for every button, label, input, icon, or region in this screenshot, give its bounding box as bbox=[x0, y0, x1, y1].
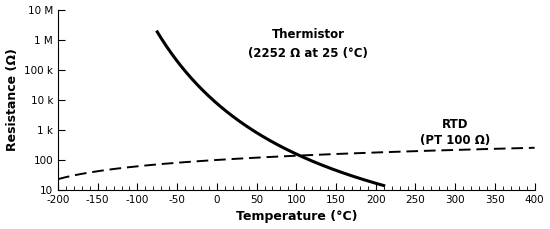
Text: (PT 100 Ω): (PT 100 Ω) bbox=[420, 134, 490, 147]
Text: (2252 Ω at 25 (°C): (2252 Ω at 25 (°C) bbox=[248, 47, 368, 60]
Y-axis label: Resistance (Ω): Resistance (Ω) bbox=[6, 48, 19, 151]
X-axis label: Temperature (°C): Temperature (°C) bbox=[235, 210, 357, 224]
Text: RTD: RTD bbox=[442, 118, 469, 131]
Text: Thermistor: Thermistor bbox=[272, 28, 345, 41]
